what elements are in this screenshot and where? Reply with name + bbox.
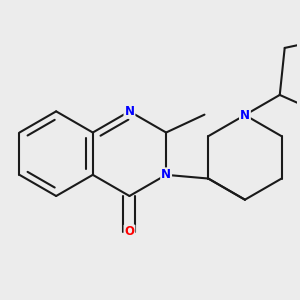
Text: N: N [161, 168, 171, 181]
Text: N: N [124, 105, 134, 118]
Text: N: N [240, 109, 250, 122]
Text: O: O [124, 226, 134, 238]
